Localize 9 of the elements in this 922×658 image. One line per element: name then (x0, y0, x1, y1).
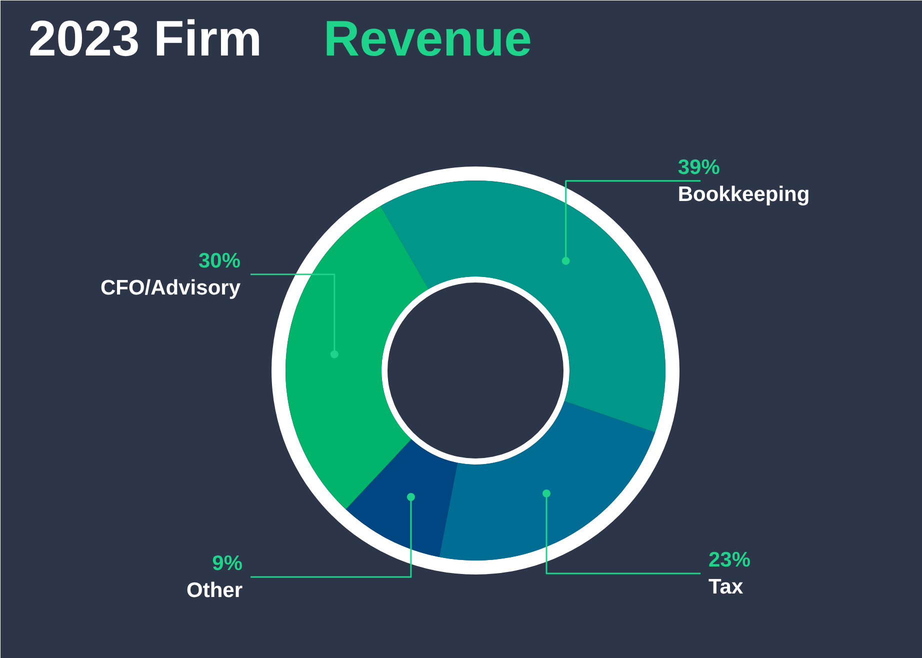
data-label: 23% (708, 548, 751, 572)
data-label: 30% (198, 249, 241, 272)
slice-label: Other (186, 578, 243, 602)
slice-label: Bookkeeping (678, 182, 810, 206)
slice-label: CFO/Advisory (100, 276, 241, 300)
chart-title: 2023 Firm Revenue (28, 10, 532, 66)
data-label: 9% (212, 552, 243, 575)
data-label: 39% (678, 156, 720, 179)
slice-label: Tax (708, 575, 744, 598)
